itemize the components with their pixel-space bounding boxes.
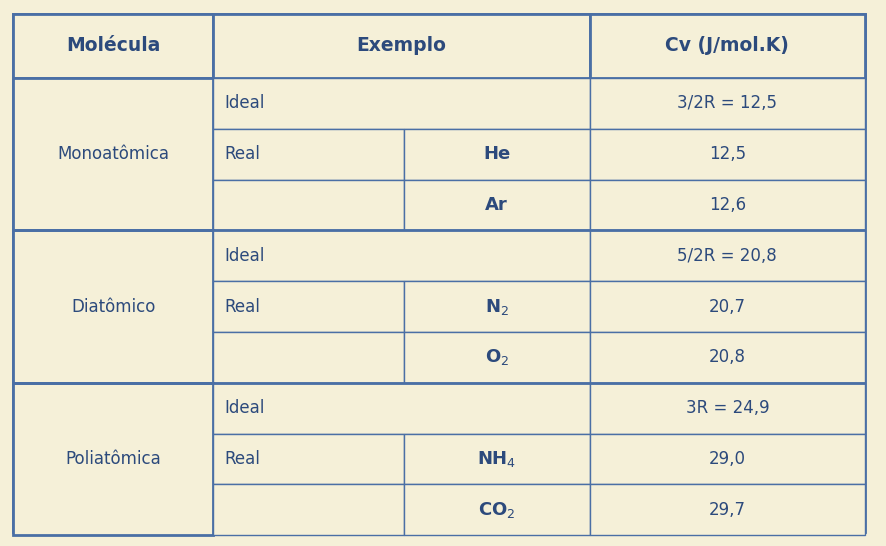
Bar [589,383,864,434]
Bar [213,484,403,535]
Bar [213,78,589,129]
Text: N$_2$: N$_2$ [484,296,509,317]
Bar [589,230,864,281]
Text: Exemplo: Exemplo [356,37,446,55]
Bar [213,180,403,230]
Text: Ideal: Ideal [224,94,265,112]
Bar [13,383,213,535]
Bar [213,230,589,281]
Bar [13,14,213,78]
Bar [403,332,589,383]
Bar [589,484,864,535]
Bar [589,78,864,129]
Bar [213,281,403,332]
Text: Cv (J/mol.K): Cv (J/mol.K) [664,37,789,55]
Bar [213,383,589,434]
Text: 20,7: 20,7 [708,298,745,316]
Text: 12,5: 12,5 [708,145,745,163]
Bar [13,78,213,230]
Text: Real: Real [224,450,260,468]
Text: Real: Real [224,145,260,163]
Bar [589,281,864,332]
Bar [403,180,589,230]
Bar [589,129,864,180]
Bar [589,14,864,78]
Text: Poliatômica: Poliatômica [66,450,160,468]
Bar [213,129,403,180]
Bar [589,434,864,484]
Text: Ideal: Ideal [224,247,265,265]
Bar [213,14,589,78]
Text: O$_2$: O$_2$ [484,347,509,367]
Bar [589,180,864,230]
Text: 29,0: 29,0 [708,450,745,468]
Bar [589,332,864,383]
Bar [403,434,589,484]
Bar [13,230,213,383]
Text: 12,6: 12,6 [708,196,745,214]
Text: Ar: Ar [485,196,508,214]
Text: He: He [483,145,509,163]
Bar [213,332,403,383]
Bar [403,484,589,535]
Text: Ideal: Ideal [224,399,265,417]
Text: 3R = 24,9: 3R = 24,9 [685,399,768,417]
Text: Monoatômica: Monoatômica [57,145,169,163]
Text: NH$_4$: NH$_4$ [477,449,516,469]
Bar [213,434,403,484]
Text: Diatômico: Diatômico [71,298,155,316]
Bar [403,281,589,332]
Text: Molécula: Molécula [66,37,160,55]
Text: 20,8: 20,8 [708,348,745,366]
Text: CO$_2$: CO$_2$ [478,500,515,520]
Text: 5/2R = 20,8: 5/2R = 20,8 [677,247,776,265]
Text: 3/2R = 12,5: 3/2R = 12,5 [677,94,776,112]
Bar [403,129,589,180]
Text: 29,7: 29,7 [708,501,745,519]
Text: Real: Real [224,298,260,316]
